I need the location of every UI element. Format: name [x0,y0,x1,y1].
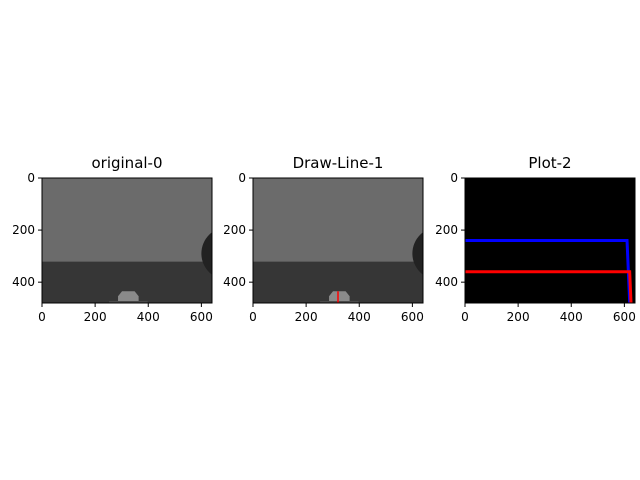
subplot-1: 0 200 400 600 0 200 400 Draw-Line-1 [223,154,424,324]
x-tick-label: 200 [507,310,530,324]
y-tick-label: 400 [223,275,246,289]
x-tick-label: 600 [401,310,424,324]
subplot-title: Draw-Line-1 [293,154,384,172]
y-tick-label: 400 [12,275,35,289]
image-vehicle [118,291,139,303]
y-tick-label: 0 [238,171,246,185]
axes-frame [252,177,424,304]
y-tick-label: 0 [27,171,35,185]
image-upper-region [253,178,423,262]
x-tick-label: 400 [348,310,371,324]
x-tick-label: 0 [249,310,257,324]
x-tick-label: 400 [137,310,160,324]
axes-frame [464,177,636,304]
x-tick-label: 600 [190,310,213,324]
x-tick-label: 600 [613,310,636,324]
x-tick-label: 200 [295,310,318,324]
image-dark-circle [412,232,423,275]
plot-area [42,178,212,303]
image-vehicle-shadow [320,301,359,303]
y-tick-label: 200 [12,223,35,237]
y-tick-label: 200 [435,223,458,237]
y-tick-label: 400 [435,275,458,289]
subplot-title: Plot-2 [528,154,571,172]
subplot-title: original-0 [91,154,162,172]
subplot-2: 0 200 400 600 0 200 400 Plot-2 [435,154,636,324]
y-tick-label: 0 [450,171,458,185]
image-dark-circle [201,232,212,275]
series-line-1 [465,270,633,303]
x-tick-label: 200 [84,310,107,324]
y-tick-label: 200 [223,223,246,237]
plot-area [253,178,423,303]
axes-frame [41,177,213,304]
image-upper-region [42,178,212,262]
x-tick-label: 0 [38,310,46,324]
x-tick-label: 0 [461,310,469,324]
x-tick-label: 400 [560,310,583,324]
subplot-0: 0 200 400 600 0 200 400 original-0 [12,154,213,324]
image-vehicle [329,291,350,303]
image-vehicle-shadow [109,301,148,303]
plot-area [465,178,635,303]
